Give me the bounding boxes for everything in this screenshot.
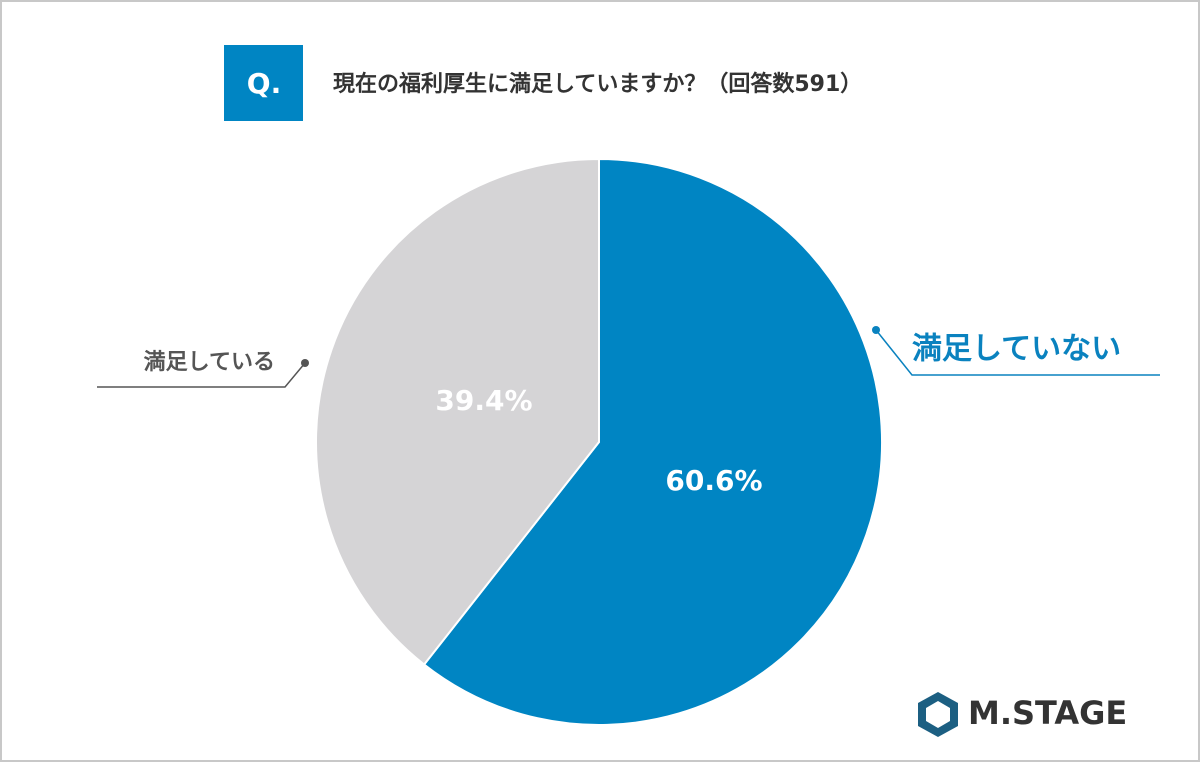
badge-box <box>224 45 303 121</box>
slice <box>315 157 600 666</box>
pie: 60.6% 39.4% <box>315 157 883 726</box>
logo-text: M.STAGE <box>968 694 1127 732</box>
chart-title: 現在の福利厚生に満足していますか？（回答数591） <box>333 71 862 97</box>
logo-icon-inner <box>926 701 950 728</box>
value-label: 39.4% <box>435 384 532 417</box>
category-label: 満足していない <box>912 332 1121 367</box>
callout-line <box>875 329 1160 376</box>
category-label: 満足している <box>144 349 275 375</box>
logo: M.STAGE <box>918 692 1127 737</box>
callout-line <box>97 362 306 388</box>
slice <box>422 157 883 726</box>
value-label: 60.6% <box>665 464 762 497</box>
badge: Q. <box>247 67 281 100</box>
